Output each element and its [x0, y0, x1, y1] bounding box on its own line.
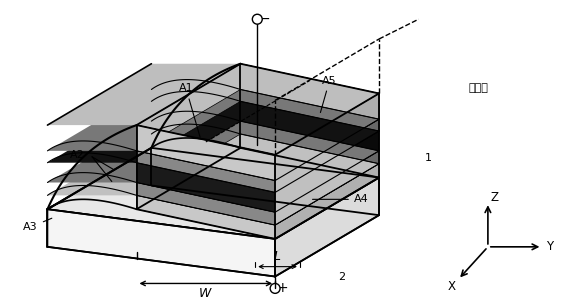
Polygon shape: [136, 195, 275, 239]
Polygon shape: [47, 101, 240, 163]
Text: −: −: [259, 12, 270, 26]
Text: $L$: $L$: [273, 250, 281, 263]
Polygon shape: [275, 178, 379, 277]
Text: 1: 1: [425, 153, 432, 163]
Text: A3: A3: [23, 218, 52, 232]
Text: A5: A5: [320, 75, 337, 112]
Polygon shape: [47, 134, 240, 195]
Polygon shape: [275, 131, 379, 212]
Circle shape: [252, 14, 262, 24]
Polygon shape: [136, 134, 379, 225]
Polygon shape: [240, 64, 379, 119]
Text: $W$: $W$: [199, 287, 213, 300]
Polygon shape: [136, 89, 379, 181]
Polygon shape: [136, 151, 275, 192]
Polygon shape: [47, 121, 240, 182]
Text: A1: A1: [179, 84, 200, 137]
Polygon shape: [136, 64, 379, 155]
Text: A2: A2: [70, 150, 85, 160]
Polygon shape: [275, 93, 379, 181]
Polygon shape: [240, 101, 379, 151]
Polygon shape: [47, 209, 275, 277]
Text: Y: Y: [546, 240, 553, 253]
Text: A4: A4: [312, 194, 369, 204]
Circle shape: [270, 283, 280, 293]
Polygon shape: [136, 125, 275, 181]
Polygon shape: [47, 64, 240, 125]
Polygon shape: [47, 148, 379, 239]
Polygon shape: [240, 134, 379, 178]
Polygon shape: [136, 101, 379, 192]
Polygon shape: [240, 121, 379, 164]
Polygon shape: [136, 121, 379, 212]
Polygon shape: [275, 151, 379, 225]
Text: +: +: [276, 281, 288, 295]
Polygon shape: [275, 164, 379, 239]
Polygon shape: [240, 89, 379, 131]
Polygon shape: [136, 163, 275, 212]
Polygon shape: [275, 119, 379, 192]
Text: 切割面: 切割面: [468, 84, 488, 94]
Text: 2: 2: [338, 271, 345, 281]
Text: Z: Z: [491, 191, 499, 204]
Polygon shape: [47, 89, 240, 151]
Text: X: X: [447, 280, 455, 293]
Polygon shape: [136, 182, 275, 225]
